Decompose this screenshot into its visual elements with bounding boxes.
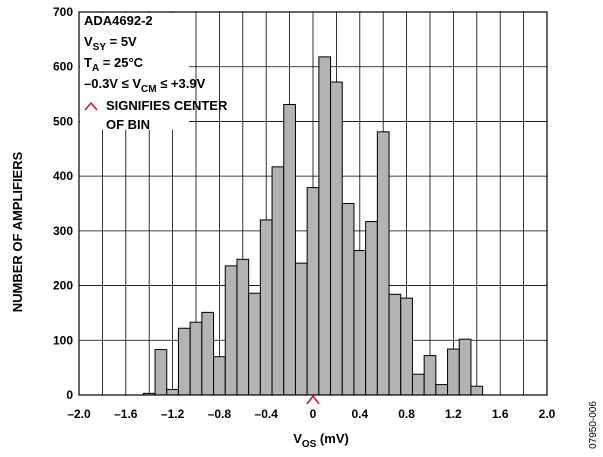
legend-note-line2: OF BIN [106,117,150,132]
histogram-bar-4 [189,321,203,396]
histogram-bar-5 [201,311,215,396]
y-axis-title: NUMBER OF AMPLIFIERS [10,151,25,312]
histogram-bar-23 [411,373,425,396]
legend-marker-icon [84,101,98,111]
x-tick-label: 0.4 [351,407,368,421]
x-tick-label: –1.2 [161,407,185,421]
legend-common-mode: –0.3V ≤ VCM ≤ +3.9V [84,76,206,95]
legend: ADA4692-2 VSY = 5V TA = 25°C –0.3V ≤ VCM… [84,13,228,132]
histogram-bar-24 [423,355,437,396]
x-tick-label: 1.2 [445,407,462,421]
histogram-bar-2 [166,389,179,396]
y-axis-tick-labels: 0 100 200 300 400 500 600 700 [53,5,73,402]
x-axis-tick-labels: –2.0 –1.6 –1.2 –0.8 –0.4 0 0.4 0.8 1.2 1.6 2.0 [67,407,555,421]
histogram-bar-1 [154,349,168,396]
histogram-bar-19 [365,221,378,396]
x-axis-title: VOS (mV) [293,431,349,450]
x-tick-label: –0.4 [255,407,279,421]
histogram-bar-27 [458,338,472,396]
histogram-bar-10 [259,219,273,396]
x-tick-label: 2.0 [539,407,556,421]
y-tick-label: 300 [53,224,73,238]
histogram-bar-13 [294,262,308,396]
legend-background [80,13,189,130]
histogram-bar-3 [177,327,191,396]
histogram-bar-9 [248,292,261,396]
y-tick-label: 600 [53,60,73,74]
x-tick-label: 1.6 [492,407,509,421]
bin-center-marker [306,394,320,405]
x-tick-label: 0.8 [398,407,415,421]
histogram-bar-21 [388,293,402,396]
histogram-bar-6 [213,356,226,396]
y-tick-label: 700 [53,5,73,19]
histogram-bar-17 [341,203,355,396]
histogram-bar-7 [224,265,238,396]
histogram-bar-14 [306,187,320,396]
y-tick-label: 400 [53,169,73,183]
legend-note-line1: SIGNIFIES CENTER [106,98,228,113]
x-tick-label: 0 [310,407,317,421]
y-tick-label: 500 [53,114,73,128]
legend-supply: VSY = 5V [84,34,137,53]
histogram-bar-20 [376,131,390,396]
legend-temperature: TA = 25°C [84,55,144,74]
histogram-bar-25 [435,384,449,396]
x-tick-label: –0.8 [208,407,232,421]
y-tick-label: 100 [53,333,73,347]
histogram-bar-11 [271,166,285,396]
x-tick-label: –2.0 [67,407,91,421]
histogram-bar-18 [353,250,367,396]
histogram-bar-28 [470,385,484,396]
histogram-bar-8 [236,258,250,396]
figure-id: 07950-006 [588,401,599,449]
y-tick-label: 0 [66,388,73,402]
y-tick-label: 200 [53,279,73,293]
legend-device: ADA4692-2 [84,13,153,28]
histogram-bar-22 [400,297,413,396]
histogram-bar-15 [318,56,332,396]
x-tick-label: –1.6 [114,407,138,421]
histogram-bars [142,56,484,396]
histogram-bar-26 [447,348,460,396]
histogram-bar-12 [283,103,296,396]
histogram-bar-16 [330,81,343,396]
